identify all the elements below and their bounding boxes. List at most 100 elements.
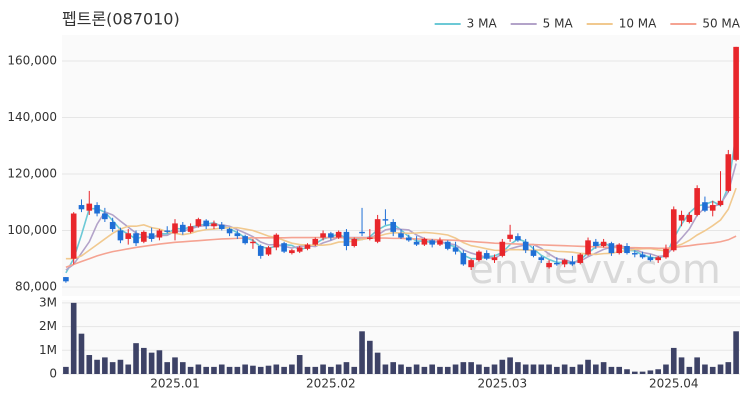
candle-body <box>608 243 615 254</box>
candle-body <box>250 241 256 244</box>
volume-bar <box>94 359 100 374</box>
legend-label: 50 MA <box>702 17 740 31</box>
volume-bar <box>444 366 451 374</box>
candle-body <box>133 233 139 244</box>
candle-body <box>491 257 498 261</box>
candle-body <box>600 241 607 247</box>
volume-bar <box>63 366 69 374</box>
candle-body <box>265 247 272 255</box>
volume-bar <box>172 357 178 374</box>
candle-body <box>226 229 233 234</box>
candle-body <box>452 247 459 252</box>
volume-bar <box>702 364 708 374</box>
volume-bar <box>148 352 155 374</box>
candle-body <box>398 233 404 238</box>
volume-bar <box>515 362 521 374</box>
candle-body <box>211 223 217 227</box>
volume-bar <box>491 364 498 374</box>
candle-body <box>655 257 661 261</box>
candle-body <box>304 244 311 249</box>
volume-bar <box>304 366 311 374</box>
candle-body <box>546 262 552 268</box>
candle-body <box>296 247 303 252</box>
candle-body <box>678 214 685 221</box>
volume-bar <box>452 364 459 374</box>
volume-tick-label: 1M <box>39 343 57 357</box>
volume-bar <box>179 362 186 374</box>
candle-body <box>413 241 420 245</box>
candle-body <box>273 234 280 248</box>
candle-body <box>63 277 69 282</box>
candle-body <box>257 246 264 256</box>
volume-bar <box>164 362 171 374</box>
candle-body <box>125 233 132 239</box>
volume-bar <box>631 371 638 374</box>
candle-body <box>554 262 560 265</box>
legend-label: 5 MA <box>543 17 574 31</box>
volume-bar <box>437 366 443 374</box>
candle-body <box>515 236 521 241</box>
volume-bar <box>593 364 599 374</box>
candle-body <box>507 234 513 239</box>
candle-body <box>78 205 85 210</box>
volume-bar <box>156 350 163 374</box>
candle-body <box>522 241 529 251</box>
volume-bar <box>483 366 490 374</box>
candle-body <box>102 213 108 220</box>
volume-bar <box>141 347 147 374</box>
legend-label: 10 MA <box>619 17 657 31</box>
volume-bar <box>70 302 77 374</box>
volume-bar <box>733 331 739 374</box>
candle-body <box>686 214 693 222</box>
candle-body <box>569 261 576 265</box>
candle-body <box>694 188 700 215</box>
candle-body <box>733 46 739 160</box>
volume-bar <box>133 343 139 374</box>
candle-body <box>156 230 163 238</box>
candle-body <box>725 154 732 191</box>
candle-body <box>141 231 147 242</box>
candle-body <box>195 219 202 227</box>
volume-bar <box>265 365 272 374</box>
volume-bar <box>405 366 412 374</box>
volume-bar <box>507 357 513 374</box>
y-tick-label: 160,000 <box>7 53 57 67</box>
candle-body <box>561 260 568 265</box>
candle-body <box>320 233 326 238</box>
candle-body <box>86 203 93 211</box>
candle-body <box>343 231 350 247</box>
volume-bar <box>569 366 576 374</box>
volume-bar <box>678 357 685 374</box>
y-tick-label: 80,000 <box>15 279 57 293</box>
volume-bar <box>577 364 584 374</box>
volume-bar <box>709 366 716 374</box>
volume-bar <box>289 364 295 374</box>
volume-bar <box>522 364 529 374</box>
candle-body <box>717 200 724 206</box>
volume-bar <box>125 364 132 374</box>
candle-body <box>702 202 708 211</box>
candle-body <box>670 209 677 251</box>
volume-bar <box>320 364 326 374</box>
volume-bar <box>382 364 389 374</box>
volume-bar <box>328 366 334 374</box>
volume-bar <box>460 362 467 374</box>
volume-tick-label: 2M <box>39 319 57 333</box>
volume-bar <box>312 366 319 374</box>
volume-tick-label: 3M <box>39 295 57 309</box>
candle-body <box>281 243 287 252</box>
volume-bar <box>600 362 607 374</box>
candle-body <box>382 219 389 221</box>
x-tick-label: 2025.03 <box>477 377 527 391</box>
candle-body <box>172 223 178 234</box>
candle-body <box>234 233 241 237</box>
volume-bar <box>554 366 560 374</box>
volume-bar <box>655 369 661 374</box>
volume-bar <box>546 364 552 374</box>
candle-body <box>530 250 537 256</box>
candle-body <box>164 230 171 232</box>
candle-body <box>351 238 358 247</box>
x-tick-label: 2025.02 <box>306 377 356 391</box>
candle-body <box>335 231 342 238</box>
